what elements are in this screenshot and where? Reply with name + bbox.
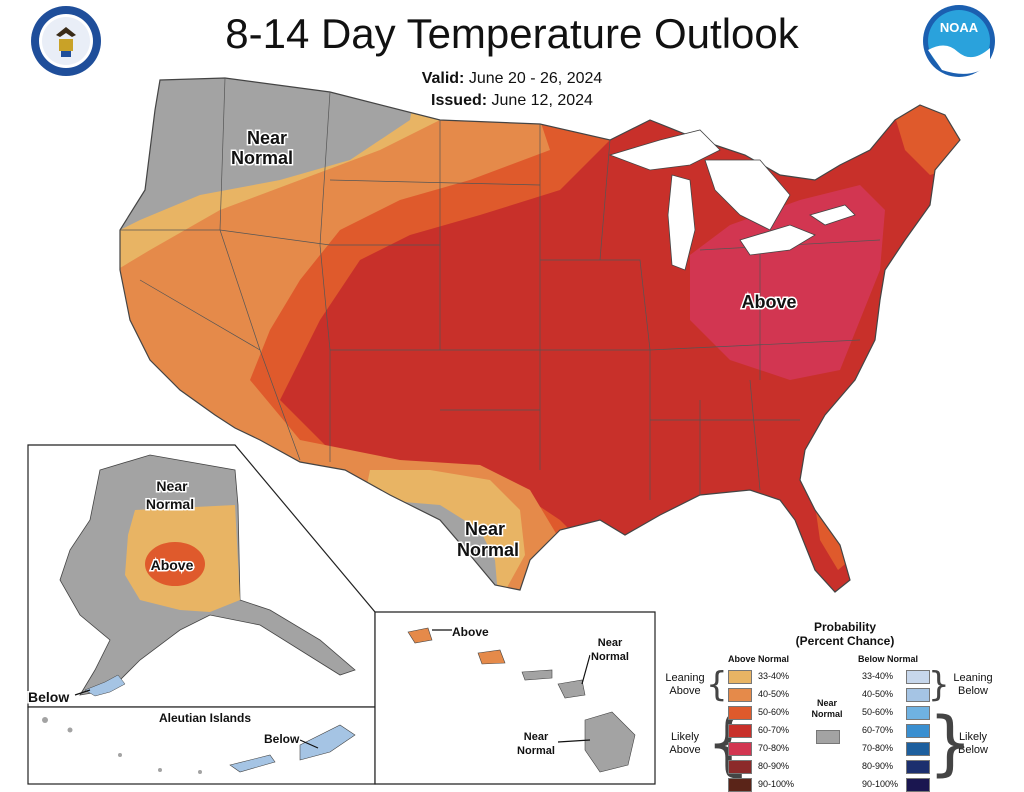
legend-above-head: Above Normal <box>728 654 790 664</box>
valid-label: Valid: <box>421 70 465 87</box>
legend-above-swatch-3 <box>728 706 752 720</box>
page-title: 8-14 Day Temperature Outlook <box>225 10 799 57</box>
legend-above-range-4: 60-70% <box>758 725 790 735</box>
near-normal-1: Near <box>816 698 837 708</box>
legend-title-line1: Probability <box>813 620 876 634</box>
likely-above-2: Above <box>669 744 701 756</box>
legend-below-swatch-5 <box>906 742 930 756</box>
legend-leaning-above: Leaning Above <box>660 672 710 698</box>
label-ak-near-normal-1: Near <box>156 478 188 494</box>
label-hi-near-normal-1b: Normal <box>591 651 629 663</box>
issued-date: June 12, 2024 <box>491 92 593 109</box>
label-near-normal-nw-1: Near <box>247 128 287 148</box>
label-near-normal-nw-2: Normal <box>231 148 293 168</box>
likely-below-2: Below <box>958 744 988 756</box>
legend-above-swatch-1 <box>728 670 752 684</box>
label-ak-above: Above <box>151 557 194 573</box>
alaska-inset <box>27 444 376 708</box>
legend-near-normal-label: Near Normal <box>802 698 852 720</box>
likely-below-brace-icon: } <box>928 702 973 784</box>
legend-below-range-3: 50-60% <box>862 707 894 717</box>
legend-below-range-4: 60-70% <box>862 725 894 735</box>
ak-below-pointer <box>74 689 91 696</box>
legend-likely-above: Likely Above <box>660 731 710 757</box>
svg-text:NOAA: NOAA <box>940 20 979 35</box>
legend-above-swatch-5 <box>728 742 752 756</box>
issued-label: Issued: <box>431 92 488 109</box>
label-hi-near-normal-2a: Near <box>524 731 549 743</box>
legend-above-range-3: 50-60% <box>758 707 790 717</box>
legend-near-normal-swatch <box>816 730 840 744</box>
legend-below-range-7: 90-100% <box>862 779 899 789</box>
legend-title: Probability (Percent Chance) <box>760 620 930 648</box>
hawaii-inset <box>374 611 656 785</box>
legend-below-swatch-6 <box>906 760 930 774</box>
valid-dates: June 20 - 26, 2024 <box>468 70 603 87</box>
legend-below-swatch-2 <box>906 688 930 702</box>
label-aleutian-title: Aleutian Islands <box>159 711 251 725</box>
likely-below-1: Likely <box>958 731 988 743</box>
label-hi-near-normal-1a: Near <box>598 637 623 649</box>
label-hi-near-normal-2b: Normal <box>517 745 555 757</box>
legend-likely-below: Likely Below <box>944 731 1002 757</box>
conus-outline <box>119 77 961 593</box>
legend-above-swatch-6 <box>728 760 752 774</box>
legend-above-swatch-4 <box>728 724 752 738</box>
commerce-seal-icon <box>31 6 101 76</box>
issued-line: Issued: June 12, 2024 <box>0 92 1024 110</box>
legend-below-swatch-1 <box>906 670 930 684</box>
legend-above-range-7: 90-100% <box>758 779 795 789</box>
leaning-below-1: Leaning <box>953 672 993 684</box>
label-above-ohio: Above <box>741 292 796 312</box>
legend-below-range-1: 33-40% <box>862 671 894 681</box>
legend-below-range-2: 40-50% <box>862 689 894 699</box>
legend-below-swatch-3 <box>906 706 930 720</box>
aleutian-below-pointer <box>299 739 319 749</box>
legend-title-line2: (Percent Chance) <box>795 634 895 648</box>
noaa-logo-icon: NOAA <box>923 5 995 77</box>
legend-above-swatch-7 <box>728 778 752 792</box>
leaning-above-2: Above <box>669 685 701 697</box>
aleutian-inset <box>27 706 376 785</box>
near-normal-2: Normal <box>811 709 843 719</box>
great-lakes <box>608 129 856 271</box>
legend-above-swatch-2 <box>728 688 752 702</box>
leaning-below-brace-icon: } <box>928 665 950 705</box>
legend-below-swatch-7 <box>906 778 930 792</box>
valid-line: Valid: June 20 - 26, 2024 <box>0 70 1024 88</box>
legend-above-range-2: 40-50% <box>758 689 790 699</box>
label-near-normal-tx-1: Near <box>465 519 505 539</box>
legend-leaning-below: Leaning Below <box>944 672 1002 698</box>
label-ak-near-normal-2: Normal <box>146 496 194 512</box>
legend-below-head: Below Normal <box>858 654 919 664</box>
label-near-normal-tx-2: Normal <box>457 540 519 560</box>
label-aleutian-below: Below <box>264 732 300 746</box>
likely-above-1: Likely <box>670 731 700 743</box>
label-ak-below: Below <box>28 689 69 705</box>
leaning-above-brace-icon: { <box>706 665 728 705</box>
legend-above-range-6: 80-90% <box>758 761 790 771</box>
legend-below-range-5: 70-80% <box>862 743 894 753</box>
legend-above-range-1: 33-40% <box>758 671 790 681</box>
legend-above-range-5: 70-80% <box>758 743 790 753</box>
legend-below-swatch-4 <box>906 724 930 738</box>
leaning-below-2: Below <box>958 685 988 697</box>
leaning-above-1: Leaning <box>665 672 705 684</box>
label-hi-above: Above <box>452 625 489 639</box>
legend-below-range-6: 80-90% <box>862 761 894 771</box>
